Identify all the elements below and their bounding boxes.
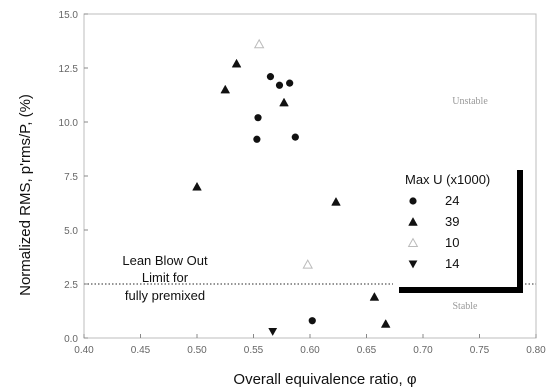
x-tick-label: 0.45 [131,345,151,356]
legend-label-14: 14 [445,256,459,271]
data-point-series-24 [308,317,316,325]
x-tick-label: 0.65 [357,345,377,356]
annotation-unstable: Unstable [452,96,488,107]
x-axis-ticks: 0.40 0.45 0.50 0.55 0.60 0.65 0.70 0.75 0.80 [74,334,546,356]
y-tick-label: 2.5 [64,280,78,291]
y-axis-title: Normalized RMS, p'rms/P, (%) [17,94,34,296]
data-point-series-24 [253,135,261,143]
legend-label-39: 39 [445,214,459,229]
x-tick-label: 0.60 [300,345,320,356]
annotation-stable: Stable [453,301,479,312]
annotation-lbo-line1: Lean Blow Out [122,253,208,268]
x-axis-title: Overall equivalence ratio, φ [233,371,416,388]
data-point-series-39 [331,197,341,206]
x-tick-label: 0.50 [187,345,207,356]
legend-marker-24 [409,197,417,205]
legend: Max U (x1000) 24 39 10 14 [393,164,523,293]
data-point-series-24 [266,73,275,81]
data-point-series-14 [268,328,278,336]
x-tick-label: 0.70 [413,345,433,356]
data-point-series-39 [369,292,380,301]
y-tick-label: 15.0 [59,10,79,21]
legend-marker-14 [408,260,418,269]
data-point-series-39 [380,319,391,328]
x-tick-label: 0.75 [470,345,490,356]
data-point-series-24 [275,81,284,89]
data-point-series-39 [279,97,289,107]
data-point-series-39 [231,58,242,68]
annotation-lbo-line2: Limit for [142,270,189,285]
x-tick-label: 0.80 [526,345,546,356]
legend-marker-39 [408,217,418,226]
data-point-series-24 [254,114,262,122]
legend-label-24: 24 [445,193,459,208]
y-tick-label: 12.5 [59,64,79,75]
legend-marker-10 [407,237,419,248]
data-point-series-10 [302,259,313,269]
annotation-lbo-line3: fully premixed [125,288,205,303]
x-tick-label: 0.40 [74,345,94,356]
data-point-series-10 [253,38,265,49]
data-point-series-39 [220,84,231,94]
y-axis-ticks: 0.0 2.5 5.0 7.5 10.0 12.5 15.0 [59,10,88,345]
y-tick-label: 5.0 [64,226,78,237]
x-tick-label: 0.55 [244,345,264,356]
data-point-series-24 [291,133,299,141]
data-point-series-24 [286,79,294,87]
data-points [192,38,391,336]
legend-items: 24 39 10 14 [407,193,459,271]
y-tick-label: 10.0 [59,118,79,129]
legend-label-10: 10 [445,235,459,250]
y-tick-label: 7.5 [64,172,78,183]
data-point-series-39 [192,181,202,191]
y-tick-label: 0.0 [64,334,78,345]
legend-title: Max U (x1000) [405,172,490,187]
